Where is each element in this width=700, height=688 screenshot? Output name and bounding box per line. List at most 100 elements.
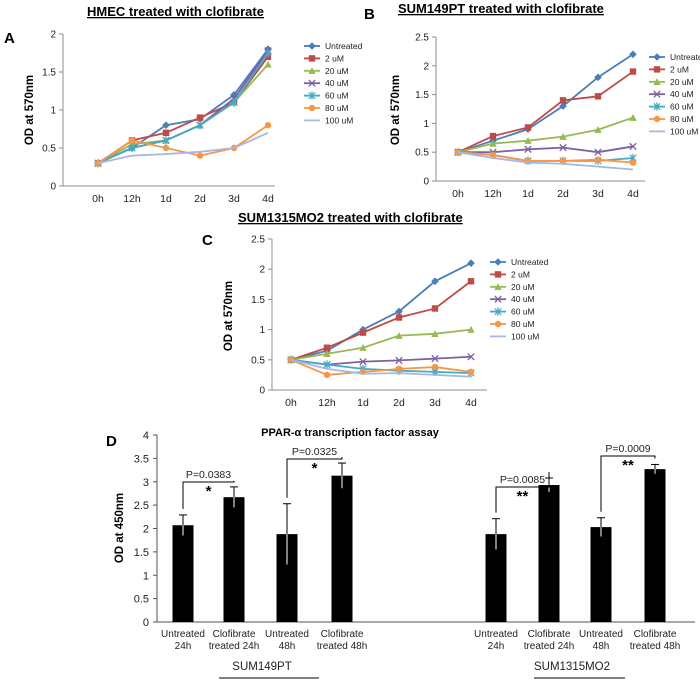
legend-item-20-um: 20 uM <box>490 282 535 292</box>
y-tick-label: 0.5 <box>415 148 429 159</box>
panel-b: B SUM149PT treated with clofibrate 0 0.5 1… <box>364 1 700 200</box>
data-point <box>431 363 439 371</box>
bar-group <box>644 463 666 622</box>
legend-marker <box>653 53 661 61</box>
data-point <box>467 259 475 267</box>
x-tick-label: 3d <box>429 397 441 409</box>
legend-marker <box>308 104 316 112</box>
y-tick-label: 3.5 <box>134 453 149 465</box>
x-tick-label: Clofibrate <box>634 629 677 640</box>
legend-label: Untreated <box>670 52 700 62</box>
legend-item-80-um: 80 uM <box>490 319 535 329</box>
bracket-line <box>286 457 343 498</box>
x-tick-label: Clofibrate <box>321 629 364 640</box>
data-point <box>559 143 567 152</box>
legend-label: 20 uM <box>325 66 349 76</box>
significance-stars: * <box>206 483 212 500</box>
legend-label: 80 uM <box>511 319 535 329</box>
bar <box>331 475 353 622</box>
data-point <box>467 368 475 376</box>
bar <box>172 525 194 622</box>
legend-marker <box>653 78 661 85</box>
panel-d-letter: D <box>106 433 117 450</box>
data-point <box>264 48 272 58</box>
x-tick-label-line2: 24h <box>175 641 192 652</box>
bar <box>276 534 298 622</box>
data-point <box>489 132 497 140</box>
x-tick-label: 0h <box>285 397 297 409</box>
bar <box>223 497 245 622</box>
series-line <box>457 70 634 154</box>
data-point <box>629 113 637 121</box>
y-tick-label: 1 <box>50 106 56 117</box>
legend-item-60-um: 60 uM <box>304 91 349 101</box>
significance-bracket: P=0.0009 ** <box>600 443 656 512</box>
y-tick-label: 2.5 <box>415 33 429 44</box>
series-line <box>290 358 472 376</box>
y-tick-label: 1 <box>143 570 149 582</box>
series-line <box>457 151 634 164</box>
legend-label: 100 uM <box>670 126 698 136</box>
series-80-um <box>94 122 272 167</box>
data-point <box>467 278 475 285</box>
data-point <box>162 129 170 136</box>
data-point <box>323 350 331 357</box>
x-tick-label-line2: 48h <box>593 641 610 652</box>
x-tick-label: Untreated <box>579 629 623 640</box>
legend-label: 80 uM <box>325 103 349 113</box>
x-tick-label: 2d <box>393 397 405 409</box>
series-line <box>458 145 634 154</box>
y-tick-label: 0.5 <box>251 355 265 366</box>
panel-a: A HMEC treated with clofibrate 0 0.5 1 1.5 2… <box>4 4 363 205</box>
y-tick-label: 2 <box>50 30 56 41</box>
x-tick-label-line2: treated 48h <box>317 641 368 652</box>
data-point <box>395 307 403 316</box>
x-tick-label: 1d <box>522 188 534 200</box>
y-tick-label: 1.5 <box>415 90 429 101</box>
data-point <box>467 325 475 333</box>
legend-label: 20 uM <box>511 282 535 292</box>
legend-item-100-um: 100 uM <box>649 126 698 136</box>
x-tick-label: 12h <box>318 397 336 409</box>
legend-item-40-um: 40 uM <box>649 89 694 99</box>
bar-group <box>276 503 298 622</box>
x-tick-label-line2: 48h <box>279 641 296 652</box>
y-tick-label: 2.5 <box>251 235 265 246</box>
data-point <box>359 344 367 351</box>
x-tick-label: Untreated <box>265 629 309 640</box>
chart-a: 0 0.5 1 1.5 2 0h 12h 1d 2d 3d 4d OD at 570nm Untreat… <box>24 30 363 206</box>
x-tick-label-line2: treated 24h <box>524 641 575 652</box>
y-tick-label: 2 <box>423 61 429 72</box>
panel-a-letter: A <box>4 30 15 47</box>
bar-group <box>538 477 560 622</box>
x-tick-label: 12h <box>484 188 502 200</box>
x-tick-label: 3d <box>228 193 240 205</box>
legend-item-2-um: 2 uM <box>649 64 689 74</box>
panel-b-title: SUM149PT treated with clofibrate <box>398 1 604 16</box>
data-point <box>128 143 136 153</box>
legend-label: 2 uM <box>325 53 344 63</box>
data-point <box>489 139 497 147</box>
legend-label: 100 uM <box>325 115 353 125</box>
legend-label: 60 uM <box>511 307 535 317</box>
group-label: SUM149PT <box>232 661 291 673</box>
data-point <box>629 50 637 59</box>
data-point <box>395 331 403 339</box>
p-value-label: P=0.0325 <box>292 446 337 458</box>
data-point <box>196 152 204 159</box>
y-tick-label: 2 <box>259 265 265 276</box>
legend-item-60-um: 60 uM <box>490 307 535 317</box>
legend-item-untreated: Untreated <box>649 52 700 62</box>
x-tick-label: 2d <box>194 193 206 205</box>
data-point <box>431 330 439 338</box>
series-line <box>457 53 634 154</box>
x-tick-label: Untreated <box>474 629 518 640</box>
x-tick-label: 3d <box>592 188 604 200</box>
legend-label: 80 uM <box>670 114 694 124</box>
legend-marker <box>494 295 502 303</box>
y-tick-label: 1.5 <box>134 547 149 559</box>
data-point <box>230 98 238 107</box>
panel-a-title: HMEC treated with clofibrate <box>87 4 264 19</box>
p-value-label: P=0.0009 <box>605 443 650 455</box>
